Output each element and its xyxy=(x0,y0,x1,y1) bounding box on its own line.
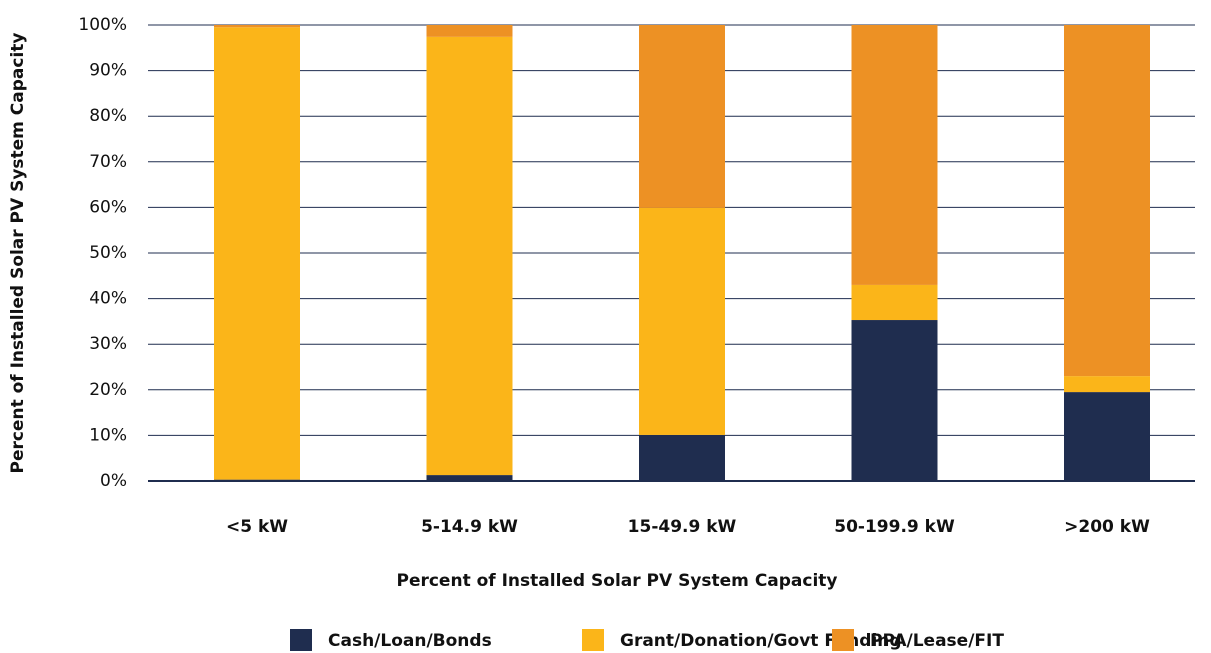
bar-segment xyxy=(639,25,725,208)
y-tick-label: 0% xyxy=(100,471,127,491)
y-tick-label: 10% xyxy=(89,425,127,445)
bar-segment xyxy=(214,479,300,481)
legend-label: Cash/Loan/Bonds xyxy=(328,631,492,651)
y-tick-label: 70% xyxy=(89,152,127,172)
bar-segment xyxy=(851,284,938,321)
bar-segment xyxy=(1064,376,1150,393)
y-tick-label: 100% xyxy=(78,15,127,35)
bar-segment xyxy=(214,25,300,28)
bar-segment xyxy=(639,434,725,481)
x-axis-title: Percent of Installed Solar PV System Cap… xyxy=(396,571,837,591)
x-tick-label: <5 kW xyxy=(226,517,288,537)
x-tick-label: 50-199.9 kW xyxy=(834,517,955,537)
legend-swatch xyxy=(582,629,604,651)
bar-segment xyxy=(426,36,513,476)
y-tick-label: 80% xyxy=(89,106,127,126)
bar-segment xyxy=(639,207,725,435)
bar-segment xyxy=(426,475,513,481)
bar-segment xyxy=(214,27,300,480)
y-tick-label: 60% xyxy=(89,197,127,217)
x-tick-label: 15-49.9 kW xyxy=(628,517,737,537)
legend-swatch xyxy=(290,629,312,651)
y-tick-label: 50% xyxy=(89,243,127,263)
legend-swatch xyxy=(832,629,854,651)
x-tick-label: >200 kW xyxy=(1064,517,1150,537)
y-axis-title: Percent of Installed Solar PV System Cap… xyxy=(8,32,28,473)
legend-label: PPA/Lease/FIT xyxy=(870,631,1004,651)
bar-segment xyxy=(851,25,938,285)
bar-segment xyxy=(1064,392,1150,481)
bar-segment xyxy=(1064,25,1150,377)
legend-label: Grant/Donation/Govt Funding xyxy=(620,631,902,651)
x-tick-label: 5-14.9 kW xyxy=(421,517,518,537)
bar-segment xyxy=(851,320,938,481)
y-tick-label: 20% xyxy=(89,380,127,400)
y-tick-label: 30% xyxy=(89,334,127,354)
y-tick-label: 40% xyxy=(89,289,127,309)
bar-segment xyxy=(426,25,513,37)
y-tick-label: 90% xyxy=(89,61,127,81)
